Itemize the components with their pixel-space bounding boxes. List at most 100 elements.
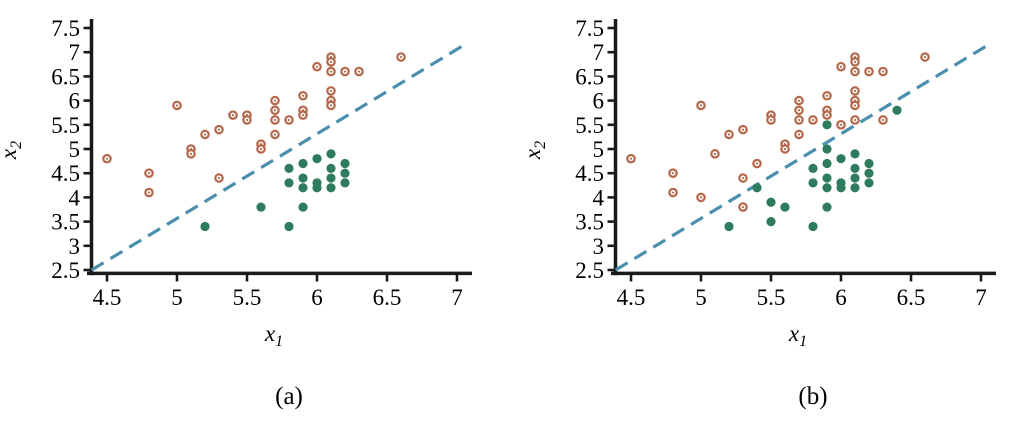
class2-point xyxy=(808,221,818,232)
decision-boundary-line xyxy=(90,41,470,272)
y-tick-label: 6.5 xyxy=(51,64,80,89)
class1-point-center xyxy=(853,104,857,107)
class2-point xyxy=(766,197,776,207)
y-tick-label: 7 xyxy=(69,40,81,65)
class2-point xyxy=(850,173,860,183)
x-tick-label: 5.5 xyxy=(757,285,786,310)
class2-point xyxy=(822,120,832,130)
class1-point-center xyxy=(741,176,745,180)
x-tick-label: 6.5 xyxy=(897,285,926,310)
y-axis-ticks xyxy=(607,26,616,272)
class1-point-center xyxy=(147,172,151,175)
y-tick-label: 5 xyxy=(69,137,81,162)
class1-point-center xyxy=(273,118,277,122)
class2-point xyxy=(850,163,860,173)
class1-point-center xyxy=(175,104,179,107)
class1-point-center xyxy=(769,118,773,122)
class1-point-center xyxy=(755,162,759,165)
class1-point-center xyxy=(217,128,221,131)
class1-point-center xyxy=(853,89,857,93)
class1-point-center xyxy=(853,60,857,63)
class1-point-center xyxy=(881,70,885,73)
y-tick-label: 7 xyxy=(593,40,605,65)
class1-point-center xyxy=(713,152,717,155)
class1-point-center xyxy=(671,172,675,175)
y-tick-label: 4 xyxy=(593,185,605,210)
x-axis-label: x1 xyxy=(264,321,283,350)
class1-point-center xyxy=(797,118,801,122)
class-1-open-circles xyxy=(102,52,406,198)
x-tick-label: 5 xyxy=(171,285,183,310)
class1-point-center xyxy=(699,196,703,199)
class2-point xyxy=(340,178,350,188)
x-tick-label: 5 xyxy=(695,285,707,310)
class2-point xyxy=(326,149,336,159)
class1-point-center xyxy=(301,94,305,97)
class1-point-center xyxy=(287,118,291,122)
data-points xyxy=(102,52,406,232)
class1-point-center xyxy=(797,99,801,102)
class2-point xyxy=(312,154,322,164)
scatter-plot-b: 2.533.544.555.566.577.5 4.555.566.57 x2 … xyxy=(520,16,996,410)
class1-point-center xyxy=(231,114,235,117)
class1-point-center xyxy=(301,114,305,117)
decision-boundary xyxy=(90,41,470,272)
class1-point-center xyxy=(315,65,319,68)
class-2-filled-dots xyxy=(724,105,902,232)
class2-point xyxy=(724,221,734,232)
y-tick-label: 4.5 xyxy=(51,161,80,186)
class2-point xyxy=(822,202,832,212)
class1-point-center xyxy=(105,157,109,160)
y-axis-label: x2 xyxy=(0,141,25,160)
class1-point-center xyxy=(741,205,745,209)
class1-point-center xyxy=(825,94,829,97)
class2-point xyxy=(808,163,818,173)
y-axis-label: x2 xyxy=(524,141,549,160)
class2-point xyxy=(256,202,266,212)
y-tick-label: 4 xyxy=(69,185,81,210)
class2-point xyxy=(822,173,832,183)
y-tick-label: 5.5 xyxy=(575,113,604,138)
class1-point-center xyxy=(839,123,843,126)
decision-boundary xyxy=(614,41,994,272)
y-tick-label: 5.5 xyxy=(51,113,80,138)
y-tick-label: 2.5 xyxy=(575,258,604,283)
class1-point-center xyxy=(825,114,829,117)
class1-point-center xyxy=(273,99,277,102)
y-tick-label: 3 xyxy=(593,234,605,259)
y-tick-label: 4.5 xyxy=(575,161,604,186)
x-axis-ticks xyxy=(629,273,983,282)
y-tick-label: 6 xyxy=(69,89,81,114)
class1-point-center xyxy=(881,118,885,122)
class2-point xyxy=(752,183,762,193)
class2-point xyxy=(298,202,308,212)
class2-point xyxy=(298,158,308,169)
y-tick-label: 3.5 xyxy=(575,210,604,235)
class2-point xyxy=(836,154,846,164)
class2-point xyxy=(850,149,860,159)
class2-point xyxy=(340,158,350,169)
class2-point xyxy=(892,105,902,115)
class-1-open-circles xyxy=(626,52,930,212)
class1-point-center xyxy=(811,118,815,122)
class2-point xyxy=(284,178,294,188)
class1-point-center xyxy=(797,133,801,136)
class1-point-center xyxy=(867,70,871,73)
class1-point-center xyxy=(727,133,731,136)
class2-point xyxy=(780,202,790,212)
x-tick-label: 5.5 xyxy=(233,285,262,310)
y-tick-label: 5 xyxy=(593,137,605,162)
class1-point-center xyxy=(273,109,277,112)
y-tick-label: 6 xyxy=(593,89,605,114)
class1-point-center xyxy=(203,133,207,136)
class1-point-center xyxy=(783,147,787,151)
class1-point-center xyxy=(357,70,361,73)
class2-point xyxy=(284,163,294,173)
x-tick-label: 4.5 xyxy=(93,285,122,310)
class1-point-center xyxy=(329,104,333,107)
class2-point xyxy=(326,183,336,193)
subplot-caption-a: (a) xyxy=(275,383,303,410)
x-axis-label: x1 xyxy=(788,321,807,350)
class1-point-center xyxy=(839,65,843,68)
